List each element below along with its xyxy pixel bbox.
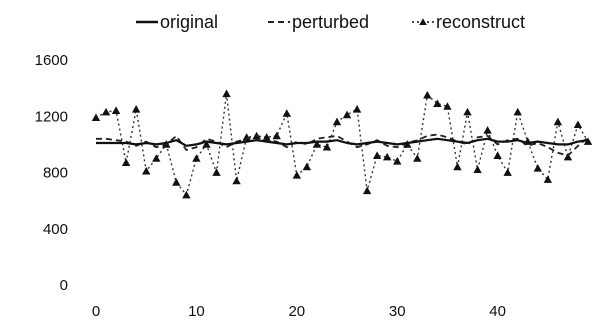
data-point-reconstruct bbox=[152, 154, 161, 162]
legend-label-reconstruct: reconstruct bbox=[436, 12, 525, 32]
data-point-reconstruct bbox=[332, 117, 342, 126]
data-point-reconstruct bbox=[443, 102, 452, 110]
series-line-reconstruct bbox=[95, 93, 589, 196]
x-tick-label: 40 bbox=[489, 303, 506, 320]
data-point-reconstruct bbox=[362, 186, 372, 195]
data-point-reconstruct bbox=[91, 113, 101, 122]
x-tick-label: 30 bbox=[389, 303, 406, 320]
data-point-reconstruct bbox=[111, 106, 121, 114]
data-point-reconstruct bbox=[282, 109, 291, 117]
data-point-reconstruct bbox=[553, 117, 563, 126]
legend: original perturbed reconstruct bbox=[136, 12, 525, 32]
data-point-reconstruct bbox=[433, 99, 442, 107]
y-tick-label: 400 bbox=[43, 221, 68, 238]
data-point-reconstruct bbox=[493, 151, 502, 159]
data-point-reconstruct bbox=[413, 154, 422, 162]
legend-label-perturbed: perturbed bbox=[292, 12, 369, 32]
data-point-reconstruct bbox=[322, 142, 332, 151]
data-point-reconstruct bbox=[101, 107, 111, 116]
data-point-reconstruct bbox=[302, 162, 312, 171]
axes: 0 400 800 1200 1600 0 10 20 30 40 bbox=[35, 52, 506, 320]
y-tick-label: 800 bbox=[43, 165, 68, 182]
data-point-reconstruct bbox=[142, 166, 151, 175]
data-point-reconstruct bbox=[382, 152, 392, 161]
legend-marker-reconstruct bbox=[419, 18, 427, 26]
y-tick-label: 0 bbox=[60, 277, 68, 294]
data-point-reconstruct bbox=[172, 178, 181, 186]
data-point-reconstruct bbox=[342, 110, 352, 119]
data-point-reconstruct bbox=[131, 105, 141, 113]
data-point-reconstruct bbox=[473, 165, 482, 174]
data-point-reconstruct bbox=[222, 89, 231, 98]
data-point-reconstruct bbox=[352, 105, 362, 113]
series-line-perturbed bbox=[96, 133, 589, 157]
y-tick-label: 1200 bbox=[35, 108, 68, 125]
data-point-reconstruct bbox=[312, 140, 322, 148]
data-point-reconstruct bbox=[393, 157, 402, 165]
data-point-reconstruct bbox=[212, 168, 221, 176]
y-tick-label: 1600 bbox=[35, 52, 68, 69]
data-point-reconstruct bbox=[372, 151, 382, 159]
x-tick-label: 10 bbox=[188, 303, 205, 320]
series-layer bbox=[91, 89, 593, 199]
data-point-reconstruct bbox=[463, 107, 472, 116]
data-point-reconstruct bbox=[563, 152, 573, 161]
data-point-reconstruct bbox=[292, 171, 302, 179]
data-point-reconstruct bbox=[182, 190, 191, 199]
series-line-original bbox=[96, 137, 589, 147]
data-point-reconstruct bbox=[202, 140, 211, 148]
x-tick-label: 20 bbox=[288, 303, 305, 320]
x-tick-label: 0 bbox=[92, 303, 100, 320]
data-point-reconstruct bbox=[232, 176, 241, 185]
data-point-reconstruct bbox=[513, 107, 522, 116]
legend-label-original: original bbox=[160, 12, 218, 32]
data-point-reconstruct bbox=[423, 90, 432, 99]
data-point-reconstruct bbox=[573, 120, 583, 129]
data-point-reconstruct bbox=[192, 154, 201, 162]
data-point-reconstruct bbox=[453, 162, 462, 171]
data-point-reconstruct bbox=[272, 131, 281, 140]
data-point-reconstruct bbox=[533, 164, 542, 172]
data-point-reconstruct bbox=[121, 158, 131, 167]
data-point-reconstruct bbox=[503, 168, 512, 176]
data-point-reconstruct bbox=[483, 126, 492, 134]
data-point-reconstruct bbox=[543, 175, 553, 183]
